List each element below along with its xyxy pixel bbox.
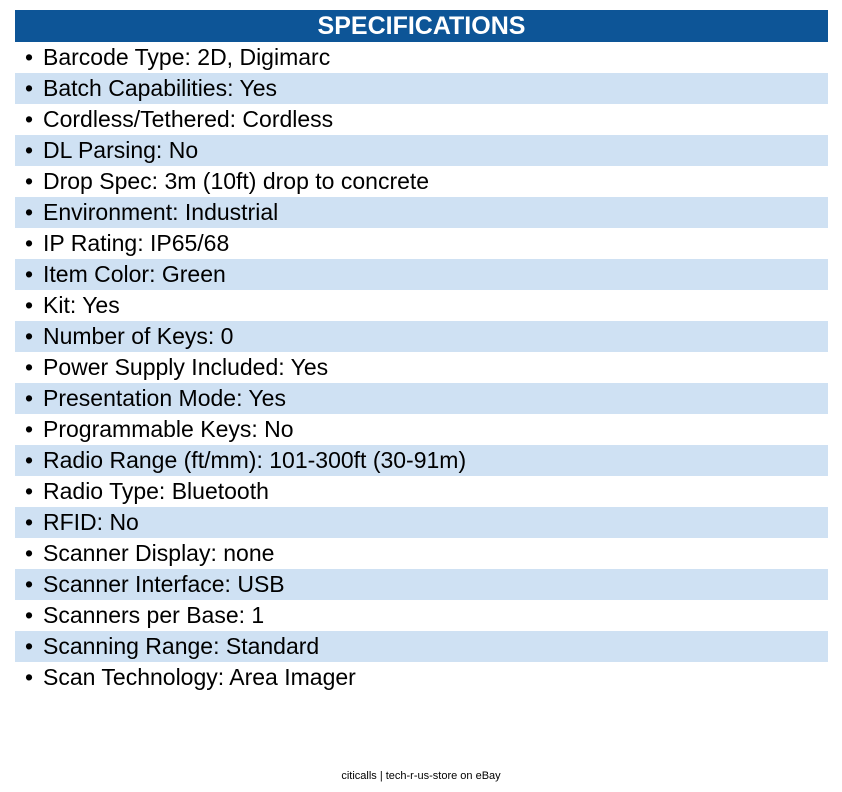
spec-text: Scanner Interface: USB bbox=[43, 571, 285, 597]
spec-text: RFID: No bbox=[43, 509, 139, 535]
spec-row: • Presentation Mode: Yes bbox=[15, 383, 828, 414]
bullet-icon: • bbox=[25, 292, 34, 318]
spec-row: • Power Supply Included: Yes bbox=[15, 352, 828, 383]
specifications-list: • Barcode Type: 2D, Digimarc • Batch Capab… bbox=[15, 42, 828, 693]
spec-text: Scanning Range: Standard bbox=[43, 633, 320, 659]
spec-row: • Cordless/Tethered: Cordless bbox=[15, 104, 828, 135]
bullet-icon: • bbox=[25, 385, 34, 411]
spec-row: • Kit: Yes bbox=[15, 290, 828, 321]
spec-row: • Barcode Type: 2D, Digimarc bbox=[15, 42, 828, 73]
bullet-icon: • bbox=[25, 509, 34, 535]
spec-text: Scan Technology: Area Imager bbox=[43, 664, 356, 690]
spec-row: • Radio Type: Bluetooth bbox=[15, 476, 828, 507]
spec-row: • IP Rating: IP65/68 bbox=[15, 228, 828, 259]
bullet-icon: • bbox=[25, 323, 34, 349]
bullet-icon: • bbox=[25, 571, 34, 597]
bullet-icon: • bbox=[25, 633, 34, 659]
specifications-panel: SPECIFICATIONS • Barcode Type: 2D, Digima… bbox=[15, 10, 828, 693]
spec-text: Power Supply Included: Yes bbox=[43, 354, 329, 380]
specifications-title: SPECIFICATIONS bbox=[15, 10, 828, 42]
spec-row: • Radio Range (ft/mm): 101-300ft (30-91m) bbox=[15, 445, 828, 476]
bullet-icon: • bbox=[25, 137, 34, 163]
spec-text: Programmable Keys: No bbox=[43, 416, 294, 442]
spec-row: • Batch Capabilities: Yes bbox=[15, 73, 828, 104]
spec-text: Item Color: Green bbox=[43, 261, 226, 287]
spec-text: Radio Range (ft/mm): 101-300ft (30-91m) bbox=[43, 447, 467, 473]
spec-text: Radio Type: Bluetooth bbox=[43, 478, 269, 504]
bullet-icon: • bbox=[25, 664, 34, 690]
spec-text: Scanner Display: none bbox=[43, 540, 275, 566]
bullet-icon: • bbox=[25, 75, 34, 101]
bullet-icon: • bbox=[25, 199, 34, 225]
spec-row: • Programmable Keys: No bbox=[15, 414, 828, 445]
bullet-icon: • bbox=[25, 168, 34, 194]
spec-text: Batch Capabilities: Yes bbox=[43, 75, 277, 101]
spec-row: • Scanner Display: none bbox=[15, 538, 828, 569]
spec-text: Barcode Type: 2D, Digimarc bbox=[43, 44, 331, 70]
spec-text: Environment: Industrial bbox=[43, 199, 279, 225]
spec-row: • Scanner Interface: USB bbox=[15, 569, 828, 600]
spec-row: • Item Color: Green bbox=[15, 259, 828, 290]
spec-row: • RFID: No bbox=[15, 507, 828, 538]
bullet-icon: • bbox=[25, 106, 34, 132]
bullet-icon: • bbox=[25, 354, 34, 380]
bullet-icon: • bbox=[25, 602, 34, 628]
spec-text: DL Parsing: No bbox=[43, 137, 199, 163]
spec-row: • Environment: Industrial bbox=[15, 197, 828, 228]
bullet-icon: • bbox=[25, 44, 34, 70]
spec-text: Kit: Yes bbox=[43, 292, 120, 318]
bullet-icon: • bbox=[25, 478, 34, 504]
spec-row: • Scanning Range: Standard bbox=[15, 631, 828, 662]
bullet-icon: • bbox=[25, 540, 34, 566]
footer-credit: citicalls | tech-r-us-store on eBay bbox=[341, 770, 501, 782]
spec-text: Drop Spec: 3m (10ft) drop to concrete bbox=[43, 168, 430, 194]
spec-text: Number of Keys: 0 bbox=[43, 323, 234, 349]
spec-text: Presentation Mode: Yes bbox=[43, 385, 286, 411]
bullet-icon: • bbox=[25, 230, 34, 256]
spec-row: • Scanners per Base: 1 bbox=[15, 600, 828, 631]
spec-text: IP Rating: IP65/68 bbox=[43, 230, 230, 256]
bullet-icon: • bbox=[25, 447, 34, 473]
bullet-icon: • bbox=[25, 261, 34, 287]
spec-text: Scanners per Base: 1 bbox=[43, 602, 265, 628]
bullet-icon: • bbox=[25, 416, 34, 442]
spec-row: • Number of Keys: 0 bbox=[15, 321, 828, 352]
spec-row: • DL Parsing: No bbox=[15, 135, 828, 166]
spec-text: Cordless/Tethered: Cordless bbox=[43, 106, 334, 132]
spec-row: • Scan Technology: Area Imager bbox=[15, 662, 828, 693]
spec-row: • Drop Spec: 3m (10ft) drop to concrete bbox=[15, 166, 828, 197]
